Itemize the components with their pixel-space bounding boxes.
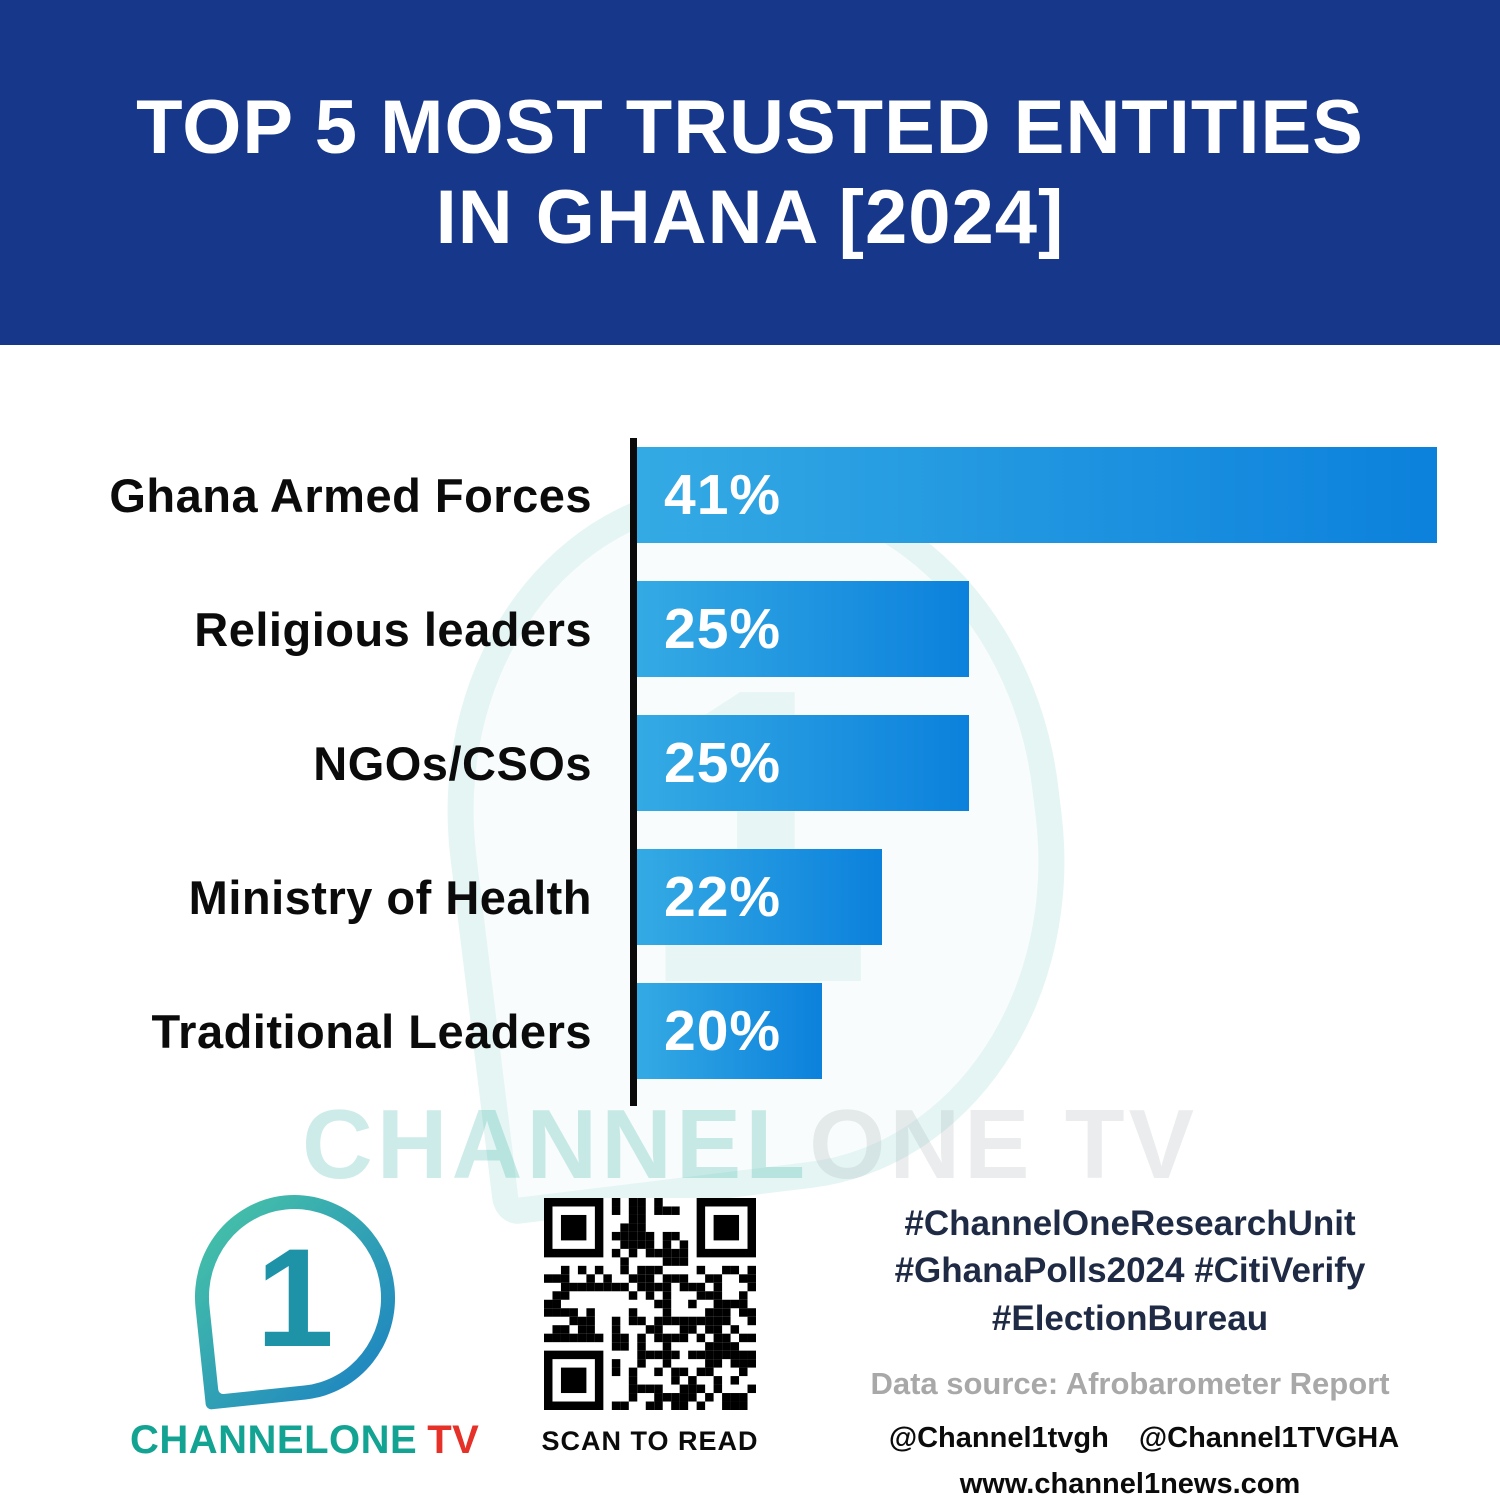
channel-one-logo-wordmark: CHANNELONE TV <box>130 1418 479 1463</box>
chart-row: NGOs/CSOs 25% <box>0 715 1500 811</box>
footer: 1 CHANNELONE TV SCAN TO READ #ChannelOneR… <box>0 1180 1500 1500</box>
watermark-text-part2: ONE TV <box>809 1089 1198 1199</box>
value-label: 41% <box>664 463 782 527</box>
watermark-text-part1: CHANNEL <box>302 1089 810 1199</box>
value-label: 25% <box>664 597 782 661</box>
category-label: Ministry of Health <box>188 870 592 924</box>
channel-one-logo: 1 CHANNELONE TV <box>130 1185 479 1463</box>
qr-code-block: SCAN TO READ <box>538 1198 762 1457</box>
footer-info-block: #ChannelOneResearchUnit #GhanaPolls2024 … <box>860 1200 1400 1500</box>
hashtags-line2: #GhanaPolls2024 #CitiVerify <box>894 1251 1366 1291</box>
value-label: 25% <box>664 731 782 795</box>
page-title-line1: TOP 5 MOST TRUSTED ENTITIES <box>136 84 1364 170</box>
data-source-text: Data source: Afrobarometer Report <box>870 1365 1390 1401</box>
bar: 41% <box>637 447 1437 543</box>
channel-one-logo-digit: 1 <box>256 1218 334 1376</box>
chart-row: Ghana Armed Forces 41% <box>0 447 1500 543</box>
social-row: f ♪ @Channel1tvgh <box>860 1422 1400 1456</box>
bar: 22% <box>637 849 882 945</box>
logo-word-one: ONE <box>329 1418 418 1462</box>
bar: 25% <box>637 715 969 811</box>
qr-code <box>544 1198 756 1410</box>
category-label: NGOs/CSOs <box>313 736 592 790</box>
bar: 25% <box>637 581 969 677</box>
qr-caption: SCAN TO READ <box>541 1426 759 1456</box>
channel-one-logo-inner: 1 <box>200 1200 390 1395</box>
chart-row: Religious leaders 25% <box>0 581 1500 677</box>
bar: 20% <box>637 983 822 1079</box>
hashtags-line3: #ElectionBureau <box>991 1298 1269 1338</box>
social-handle-main: @Channel1tvgh <box>888 1422 1109 1455</box>
chart-row: Ministry of Health 22% <box>0 849 1500 945</box>
chart-axis-line <box>630 438 637 1106</box>
page-title-line2: IN GHANA [2024] <box>435 174 1065 260</box>
chart-row: Traditional Leaders 20% <box>0 983 1500 1079</box>
chart-rows: Ghana Armed Forces 41% Religious leaders 25… <box>0 447 1500 1079</box>
category-label: Traditional Leaders <box>151 1004 592 1058</box>
website-url: www.channel1news.com <box>959 1467 1301 1500</box>
logo-word-channel: CHANNEL <box>130 1418 330 1462</box>
value-label: 20% <box>664 999 782 1063</box>
hashtags-line1: #ChannelOneResearchUnit <box>904 1204 1356 1243</box>
bar-chart: Ghana Armed Forces 41% Religious leaders 25… <box>0 447 1500 1079</box>
channel-one-logo-mark: 1 <box>184 1185 406 1410</box>
header-banner: TOP 5 MOST TRUSTED ENTITIES IN GHANA [20… <box>0 0 1500 345</box>
logo-word-tv: TV <box>427 1418 480 1462</box>
category-label: Ghana Armed Forces <box>109 468 592 522</box>
watermark-text: CHANNELONE TV <box>0 1088 1500 1201</box>
category-label: Religious leaders <box>194 602 592 656</box>
social-handle-x: @Channel1TVGHA <box>1138 1422 1400 1455</box>
value-label: 22% <box>664 865 782 929</box>
